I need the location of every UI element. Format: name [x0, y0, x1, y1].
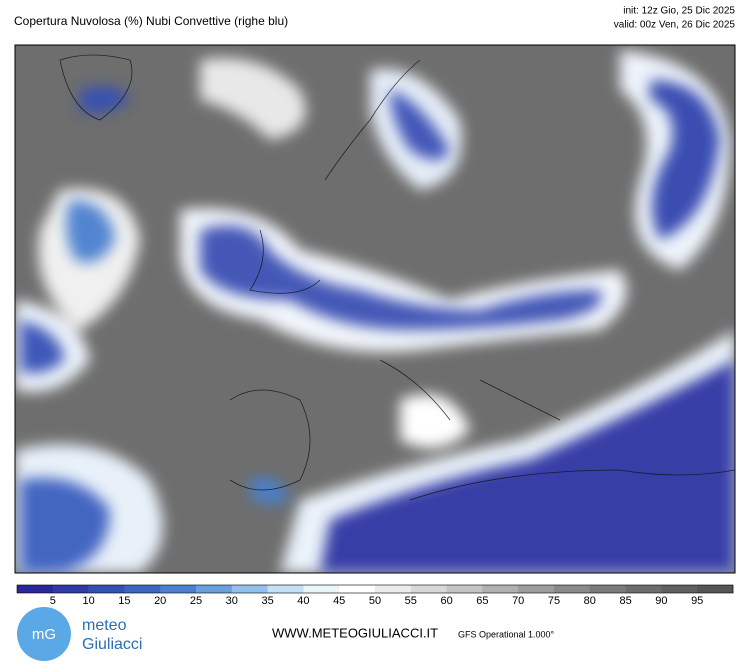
model-name: GFS Operational 1.000° [458, 629, 555, 639]
website: WWW.METEOGIULIACCI.IT [272, 625, 438, 640]
colorbar-segment [303, 585, 340, 593]
colorbar-tick-label: 50 [369, 595, 381, 607]
colorbar-tick-label: 45 [333, 595, 345, 607]
colorbar-segment [52, 585, 89, 593]
cloud-map [15, 45, 735, 573]
colorbar-frame [16, 584, 734, 594]
colorbar: 5 10 15 20 25 30 35 40 45 50 55 60 65 70 75 80 85 90 95 [16, 584, 734, 607]
colorbar-segment [267, 585, 304, 593]
colorbar-segment [482, 585, 519, 593]
colorbar-tick-label: 35 [261, 595, 273, 607]
logo-top: meteo [82, 617, 127, 634]
colorbar-segment [661, 585, 698, 593]
colorbar-segment [375, 585, 412, 593]
colorbar-tick-label: 10 [82, 595, 94, 607]
colorbar-segment [625, 585, 662, 593]
init-time: init: 12z Gio, 25 Dic 2025 [623, 6, 735, 17]
colorbar-segment [231, 585, 268, 593]
colorbar-tick-label: 80 [584, 595, 596, 607]
colorbar-tick-label: 20 [154, 595, 166, 607]
colorbar-tick-label: 55 [405, 595, 417, 607]
valid-time: valid: 00z Ven, 26 Dic 2025 [614, 20, 736, 31]
colorbar-tick-label: 85 [619, 595, 631, 607]
colorbar-tick-label: 25 [190, 595, 202, 607]
colorbar-tick-label: 30 [226, 595, 238, 607]
map-frame [14, 44, 736, 574]
colorbar-segment [518, 585, 555, 593]
colorbar-segment [160, 585, 197, 593]
colorbar-tick-label: 15 [118, 595, 130, 607]
colorbar-tick-label: 60 [440, 595, 452, 607]
colorbar-tick-label: 65 [476, 595, 488, 607]
colorbar-tick-label: 70 [512, 595, 524, 607]
colorbar-segment [697, 585, 734, 593]
logo-bottom: Giuliacci [82, 636, 142, 653]
colorbar-tick-label: 75 [548, 595, 560, 607]
colorbar-segment [17, 585, 54, 593]
colorbar-tick-label: 95 [691, 595, 703, 607]
colorbar-tick-label: 40 [297, 595, 309, 607]
colorbar-segment [124, 585, 161, 593]
colorbar-segment [554, 585, 591, 593]
colorbar-tick-label: 90 [655, 595, 667, 607]
logo-circle [17, 607, 71, 661]
colorbar-segment [88, 585, 125, 593]
logo-mark: mG [32, 626, 56, 643]
colorbar-tick-label: 5 [50, 595, 56, 607]
title: Copertura Nuvolosa (%) Nubi Convettive (… [14, 14, 288, 28]
colorbar-segment [446, 585, 483, 593]
colorbar-segment [196, 585, 233, 593]
colorbar-segment [339, 585, 376, 593]
colorbar-segment [410, 585, 447, 593]
colorbar-segment [589, 585, 626, 593]
